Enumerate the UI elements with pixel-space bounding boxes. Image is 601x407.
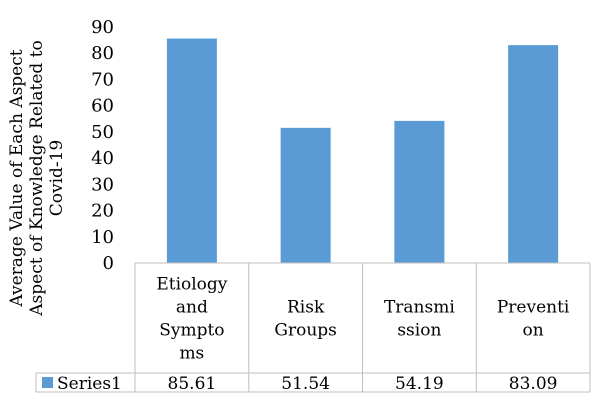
category-label: Sympto bbox=[159, 321, 224, 341]
category-label: ssion bbox=[397, 321, 441, 341]
data-table-lines bbox=[35, 262, 591, 393]
data-table-value: 51.54 bbox=[281, 374, 330, 394]
y-tick-label: 20 bbox=[91, 201, 114, 222]
y-tick-label: 10 bbox=[91, 227, 114, 248]
y-tick-label: 30 bbox=[91, 174, 114, 195]
data-table-value: 85.61 bbox=[168, 374, 217, 394]
y-tick-label: 70 bbox=[91, 69, 114, 90]
category-label: Etiology bbox=[156, 275, 227, 295]
bars bbox=[166, 38, 559, 264]
category-label: ms bbox=[179, 344, 204, 364]
category-label: Transmi bbox=[384, 298, 455, 318]
data-table-value: 54.19 bbox=[395, 374, 444, 394]
y-tick-label: 60 bbox=[91, 96, 114, 117]
category-labels: Etiology and Sympto ms Risk Groups Transmi ssio… bbox=[156, 275, 570, 364]
bar bbox=[166, 38, 217, 264]
y-tick-label: 40 bbox=[91, 148, 114, 169]
category-label: Groups bbox=[274, 321, 337, 341]
legend-series-name: Series1 bbox=[57, 374, 122, 394]
y-tick-label: 0 bbox=[103, 253, 114, 274]
data-table: Series1 85.61 51.54 54.19 83.09 bbox=[42, 374, 557, 394]
category-label: Preventi bbox=[497, 298, 570, 318]
y-axis-label-line: Covid-19 bbox=[47, 140, 67, 217]
category-label: and bbox=[176, 298, 208, 318]
y-axis-label-line: Average Value of Each Aspect bbox=[7, 49, 27, 307]
bar bbox=[280, 127, 331, 263]
y-tick-label: 90 bbox=[91, 17, 114, 38]
bar bbox=[394, 120, 445, 263]
y-tick-label: 50 bbox=[91, 122, 114, 143]
y-axis-ticks: 0 10 20 30 40 50 60 70 80 90 bbox=[91, 17, 114, 274]
bar bbox=[508, 45, 559, 264]
y-tick-label: 80 bbox=[91, 43, 114, 64]
category-label: Risk bbox=[287, 298, 325, 318]
data-table-value: 83.09 bbox=[509, 374, 558, 394]
y-axis-label-line: Aspect of Knowledge Related to bbox=[27, 40, 47, 316]
legend-swatch bbox=[42, 377, 53, 388]
category-label: on bbox=[523, 321, 544, 341]
y-axis-label: Average Value of Each Aspect Aspect of Kn… bbox=[7, 40, 67, 316]
